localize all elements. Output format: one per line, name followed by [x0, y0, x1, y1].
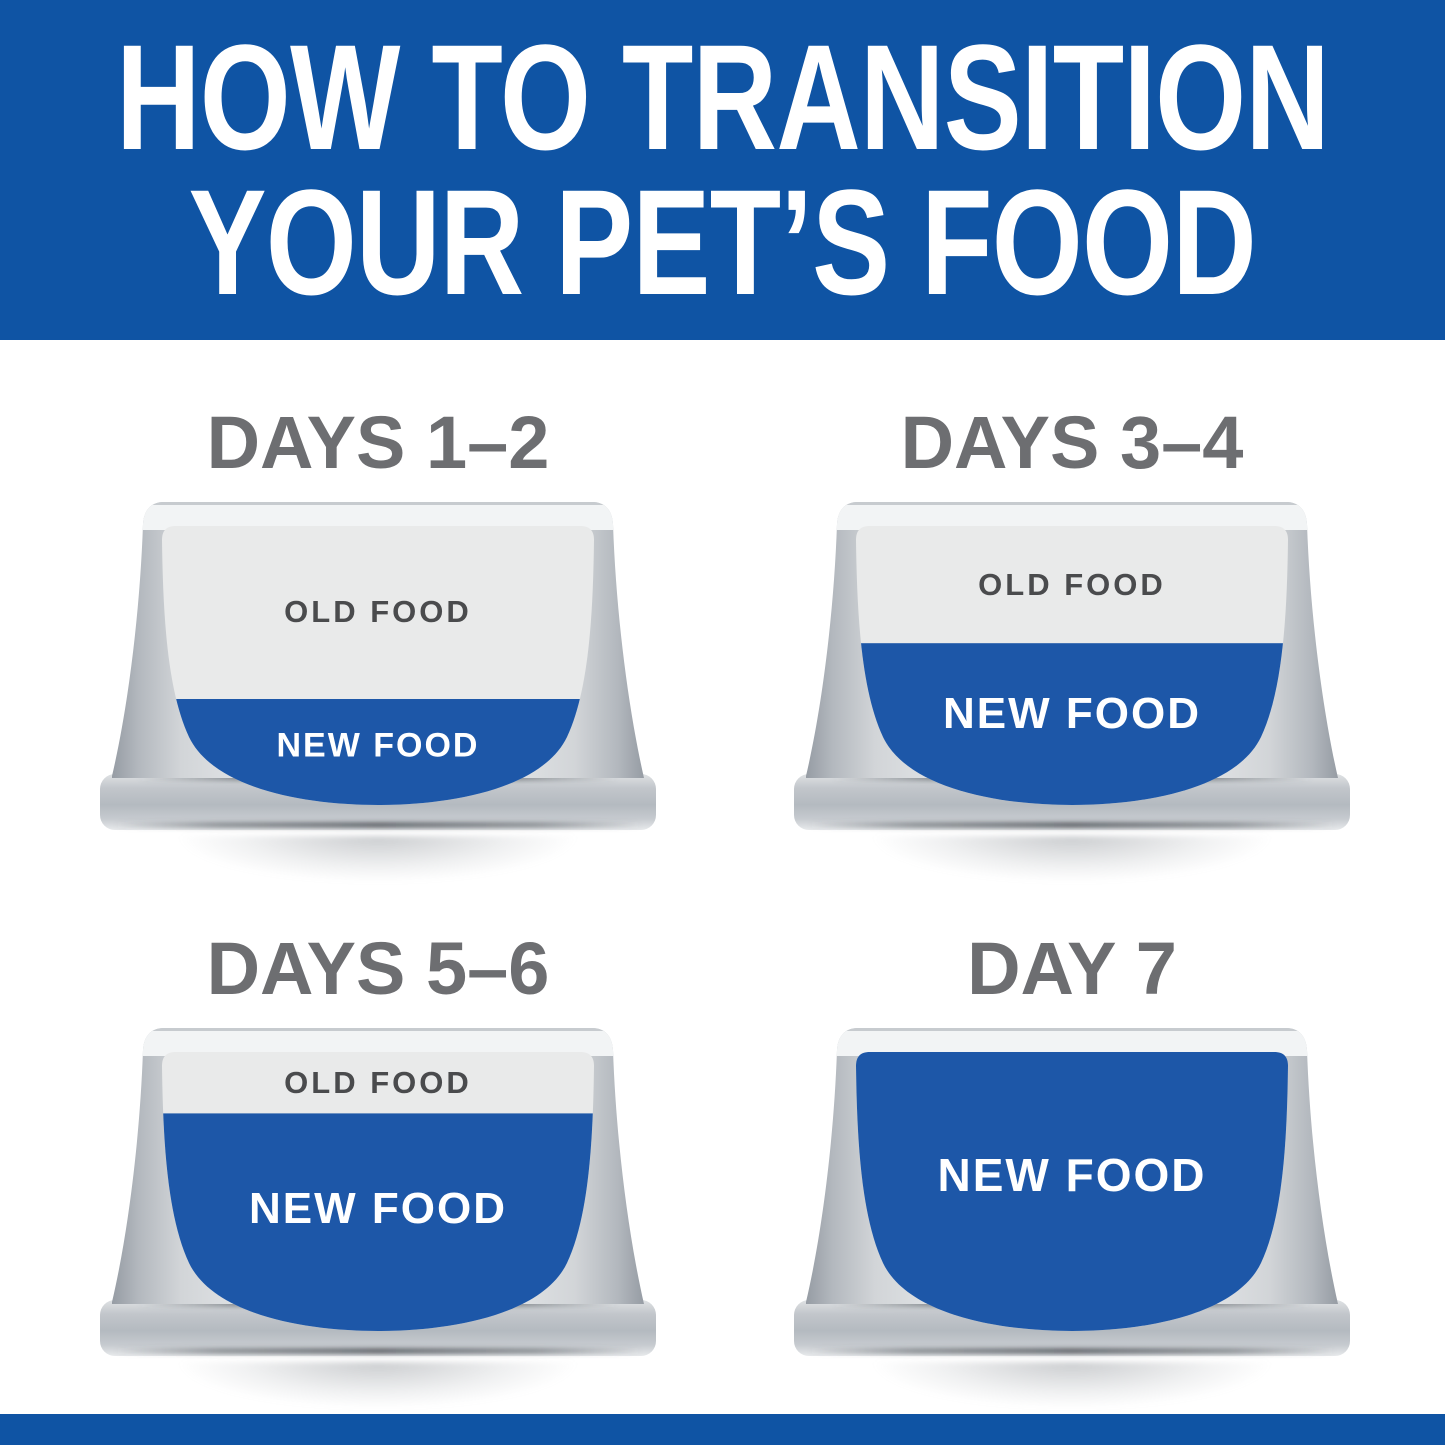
bowls-row-top: DAYS 1–2	[98, 398, 1352, 898]
bowl-figure: OLD FOOD NEW FOOD	[98, 496, 658, 836]
day-range-label: DAYS 5–6	[206, 926, 550, 1010]
bowl-card-day-7: DAY 7	[792, 924, 1352, 1424]
bowl-figure: NEW FOOD	[792, 1022, 1352, 1362]
bowl-illustration	[794, 1028, 1350, 1356]
bowl-figure: OLD FOOD NEW FOOD	[792, 496, 1352, 836]
footer-bar	[0, 1414, 1445, 1445]
day-range-label: DAY 7	[967, 926, 1177, 1010]
new-food-fill	[856, 1052, 1288, 1331]
new-food-fill	[162, 1113, 594, 1331]
bowl-figure: OLD FOOD NEW FOOD	[98, 1022, 658, 1362]
bowl-card-days-3-4: DAYS 3–4	[792, 398, 1352, 898]
bowl-reflection	[825, 836, 1319, 898]
bowls-grid: DAYS 1–2	[98, 340, 1352, 1424]
bowls-row-bottom: DAYS 5–6	[98, 924, 1352, 1424]
bowl-illustration	[100, 1028, 656, 1356]
day-range-label: DAYS 1–2	[206, 400, 550, 484]
bowl-card-days-1-2: DAYS 1–2	[98, 398, 658, 898]
page-title-line-2: YOUR PET’S FOOD	[188, 158, 1257, 326]
bowl-illustration	[100, 502, 656, 830]
bowl-card-days-5-6: DAYS 5–6	[98, 924, 658, 1424]
header-banner: HOW TO TRANSITION YOUR PET’S FOOD	[0, 0, 1445, 340]
new-food-fill	[856, 643, 1288, 805]
bowl-reflection	[131, 1362, 625, 1424]
page-title-line-1: HOW TO TRANSITION	[115, 13, 1330, 181]
bowl-illustration	[794, 502, 1350, 830]
bowl-reflection	[131, 836, 625, 898]
bowl-reflection	[825, 1362, 1319, 1424]
day-range-label: DAYS 3–4	[900, 400, 1244, 484]
